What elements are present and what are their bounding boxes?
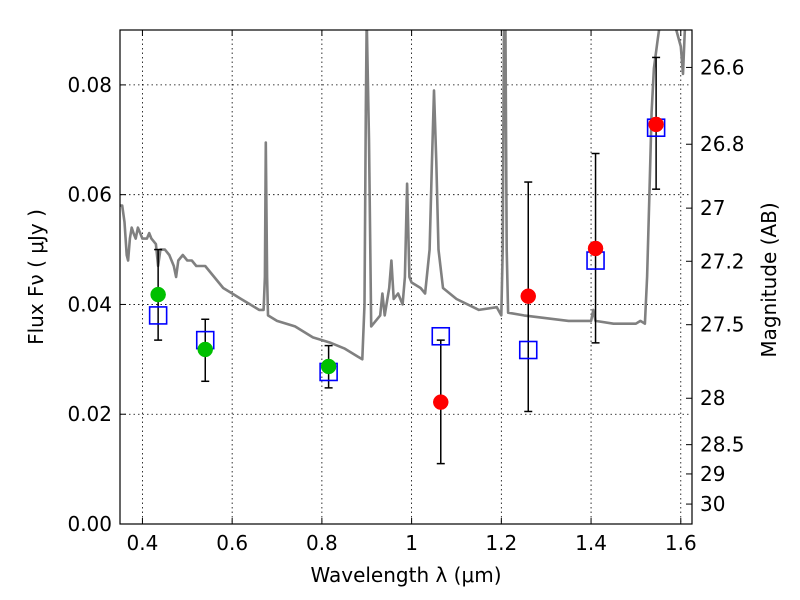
y-tick-label: 0.06 — [67, 183, 112, 207]
model-flux-square — [518, 340, 538, 360]
y2-tick-label: 26.6 — [700, 55, 745, 79]
observed-flux-point — [587, 240, 604, 257]
x-tick-label: 0.4 — [127, 531, 159, 555]
plot-frame — [119, 29, 693, 525]
sed-model-curve — [120, 30, 687, 361]
x-tick-label: 1.4 — [575, 531, 607, 555]
y-tick-label: 0.04 — [67, 292, 112, 316]
observed-flux-point — [150, 286, 166, 303]
y2-tick-label: 30 — [700, 492, 725, 516]
y-axis-label: Flux Fν ( μJy ) — [24, 209, 48, 345]
y2-tick-label: 26.8 — [700, 132, 745, 156]
observed-flux-point — [648, 116, 664, 133]
x-tick-label: 0.6 — [216, 531, 248, 555]
y-tick-label: 0.02 — [67, 402, 112, 426]
y-tick-label: 0.00 — [67, 512, 112, 536]
data-markers — [148, 56, 666, 465]
observed-flux-point — [320, 358, 337, 375]
x-axis-label: Wavelength λ (μm) — [310, 563, 501, 587]
model-flux-square — [431, 326, 451, 346]
observed-flux-point — [520, 288, 537, 304]
y2-tick-label: 28.5 — [700, 433, 745, 457]
x-tick-label: 0.8 — [306, 531, 338, 555]
y2-tick-label: 29 — [700, 462, 725, 486]
y2-tick-label: 27.5 — [700, 313, 745, 337]
x-tick-label: 1.6 — [665, 531, 697, 555]
axis-ticks: 0.4 0.6 0.8 1 1.2 1.4 1.6 0.00 0.02 0.04 0.06 0.08 2… — [67, 30, 745, 555]
observed-flux-point — [433, 394, 449, 410]
x-tick-label: 1 — [405, 531, 418, 555]
y2-tick-label: 28 — [700, 386, 725, 410]
y2-tick-label: 27 — [700, 196, 725, 220]
model-flux-square — [148, 306, 168, 325]
y2-axis-label: Magnitude (AB) — [757, 202, 781, 357]
y2-tick-label: 27.2 — [700, 249, 745, 273]
y-tick-label: 0.08 — [67, 73, 112, 97]
sed-model-layer — [120, 30, 687, 361]
observed-flux-point — [197, 341, 213, 358]
x-tick-label: 1.2 — [485, 531, 517, 555]
